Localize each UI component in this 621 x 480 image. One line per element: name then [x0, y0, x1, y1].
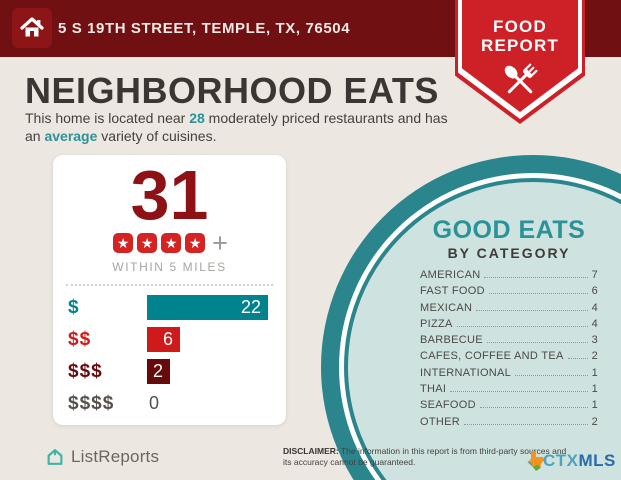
page-title: NEIGHBORHOOD EATS [25, 70, 439, 111]
category-row: INTERNATIONAL 1 [420, 367, 598, 383]
listreports-logo: ListReports [45, 447, 159, 467]
category-count: 1 [591, 399, 598, 412]
price-bar: 22 [147, 295, 268, 320]
category-label: SEAFOOD [420, 399, 476, 412]
dotted-leader [479, 407, 588, 409]
good-eats-subtitle: BY CATEGORY [447, 245, 571, 261]
price-tier-label: $$$$ [68, 392, 115, 414]
dotted-leader [464, 423, 588, 425]
price-row: $$$ 2 [68, 359, 268, 384]
category-row: AMERICAN 7 [420, 269, 598, 285]
home-icon-tile [12, 8, 52, 48]
dotted-leader [486, 342, 588, 344]
listreports-house-icon [47, 449, 63, 465]
category-label: INTERNATIONAL [420, 366, 512, 379]
price-bar: 2 [147, 359, 170, 384]
category-row: FAST FOOD 6 [420, 285, 598, 301]
food-report-ribbon: FOOD REPORT [455, 0, 585, 124]
listreports-wordmark: ListReports [71, 447, 160, 466]
ribbon-line2: REPORT [480, 36, 560, 55]
price-tier-label: $$ [68, 328, 92, 350]
star-icon: ★ [137, 233, 158, 253]
restaurant-summary-card: 31 ★ ★ ★ ★ + WITHIN 5 MILES $22 $$ 6 $$$ 2 $$$$ 0 [53, 155, 286, 425]
category-count: 2 [591, 415, 598, 428]
category-label: AMERICAN [420, 269, 481, 281]
good-eats-header: GOOD EATS BY CATEGORY [420, 217, 598, 261]
category-count: 4 [591, 301, 598, 314]
star-icon: ★ [113, 233, 134, 253]
dotted-leader [476, 309, 588, 311]
category-count: 2 [591, 350, 598, 363]
plus-sign: + [212, 228, 228, 258]
texas-icon [527, 451, 545, 471]
category-row: SEAFOOD 1 [420, 399, 598, 415]
category-row: MEXICAN 4 [420, 302, 598, 318]
category-label: OTHER [420, 415, 460, 428]
category-label: MEXICAN [420, 301, 473, 314]
price-row: $22 [68, 295, 268, 320]
dotted-divider [66, 284, 273, 286]
restaurant-count: 31 [130, 156, 209, 234]
category-count: 1 [591, 366, 598, 379]
disclaimer-text: DISCLAIMER: The information in this repo… [283, 446, 575, 467]
price-bar-zero-value: 0 [149, 393, 160, 413]
ctx-wordmark: CTX [543, 451, 579, 470]
category-row: THAI 1 [420, 383, 598, 399]
star-rating: ★ ★ ★ ★ + [53, 228, 286, 258]
category-count: 4 [591, 317, 598, 330]
dotted-leader [456, 325, 588, 327]
good-eats-title: GOOD EATS [432, 216, 586, 244]
page-subtitle: This home is located near 28 moderately … [25, 110, 448, 144]
ribbon-line1: FOOD [493, 17, 547, 36]
category-row: BARBECUE 3 [420, 334, 598, 350]
price-tier-label: $ [68, 296, 80, 318]
category-list: AMERICAN 7 FAST FOOD 6 MEXICAN 4 PIZZA 4 BARBECU… [420, 269, 598, 432]
category-count: 1 [591, 383, 598, 396]
disclaimer-body: The information in this report is from t… [283, 446, 567, 467]
price-row: $$ 6 [68, 327, 268, 352]
category-label: THAI [420, 383, 447, 396]
spoon-fork-icon [504, 63, 538, 94]
home-icon [20, 17, 44, 37]
price-row: $$$$ 0 [68, 391, 268, 416]
category-count: 7 [591, 269, 598, 281]
disclaimer-label: DISCLAIMER: [283, 446, 339, 456]
radius-caption: WITHIN 5 MILES [112, 260, 227, 274]
category-row: OTHER 2 [420, 416, 598, 432]
dotted-leader [488, 293, 588, 295]
category-label: FAST FOOD [420, 285, 485, 298]
property-address: 5 S 19TH STREET, TEMPLE, TX, 76504 [58, 20, 351, 37]
dotted-leader [567, 358, 588, 360]
star-icon: ★ [161, 233, 182, 253]
dotted-leader [515, 374, 588, 376]
ribbon-title: FOOD REPORT [455, 17, 585, 55]
dotted-leader [484, 277, 588, 278]
mls-wordmark: MLS [578, 451, 616, 470]
category-row: CAFES, COFFEE AND TEA 2 [420, 350, 598, 366]
dotted-leader [450, 391, 588, 393]
price-level-chart: $22 $$ 6 $$$ 2 $$$$ 0 [53, 295, 286, 416]
price-tier-label: $$$ [68, 360, 103, 382]
category-label: BARBECUE [420, 334, 483, 347]
price-bar: 6 [147, 327, 180, 352]
category-row: PIZZA 4 [420, 318, 598, 334]
category-count: 6 [591, 285, 598, 298]
category-count: 3 [591, 334, 598, 347]
category-label: PIZZA [420, 317, 453, 330]
ctxmls-logo: CTX MLS [523, 449, 616, 473]
star-icon: ★ [185, 233, 206, 253]
category-label: CAFES, COFFEE AND TEA [420, 350, 564, 363]
